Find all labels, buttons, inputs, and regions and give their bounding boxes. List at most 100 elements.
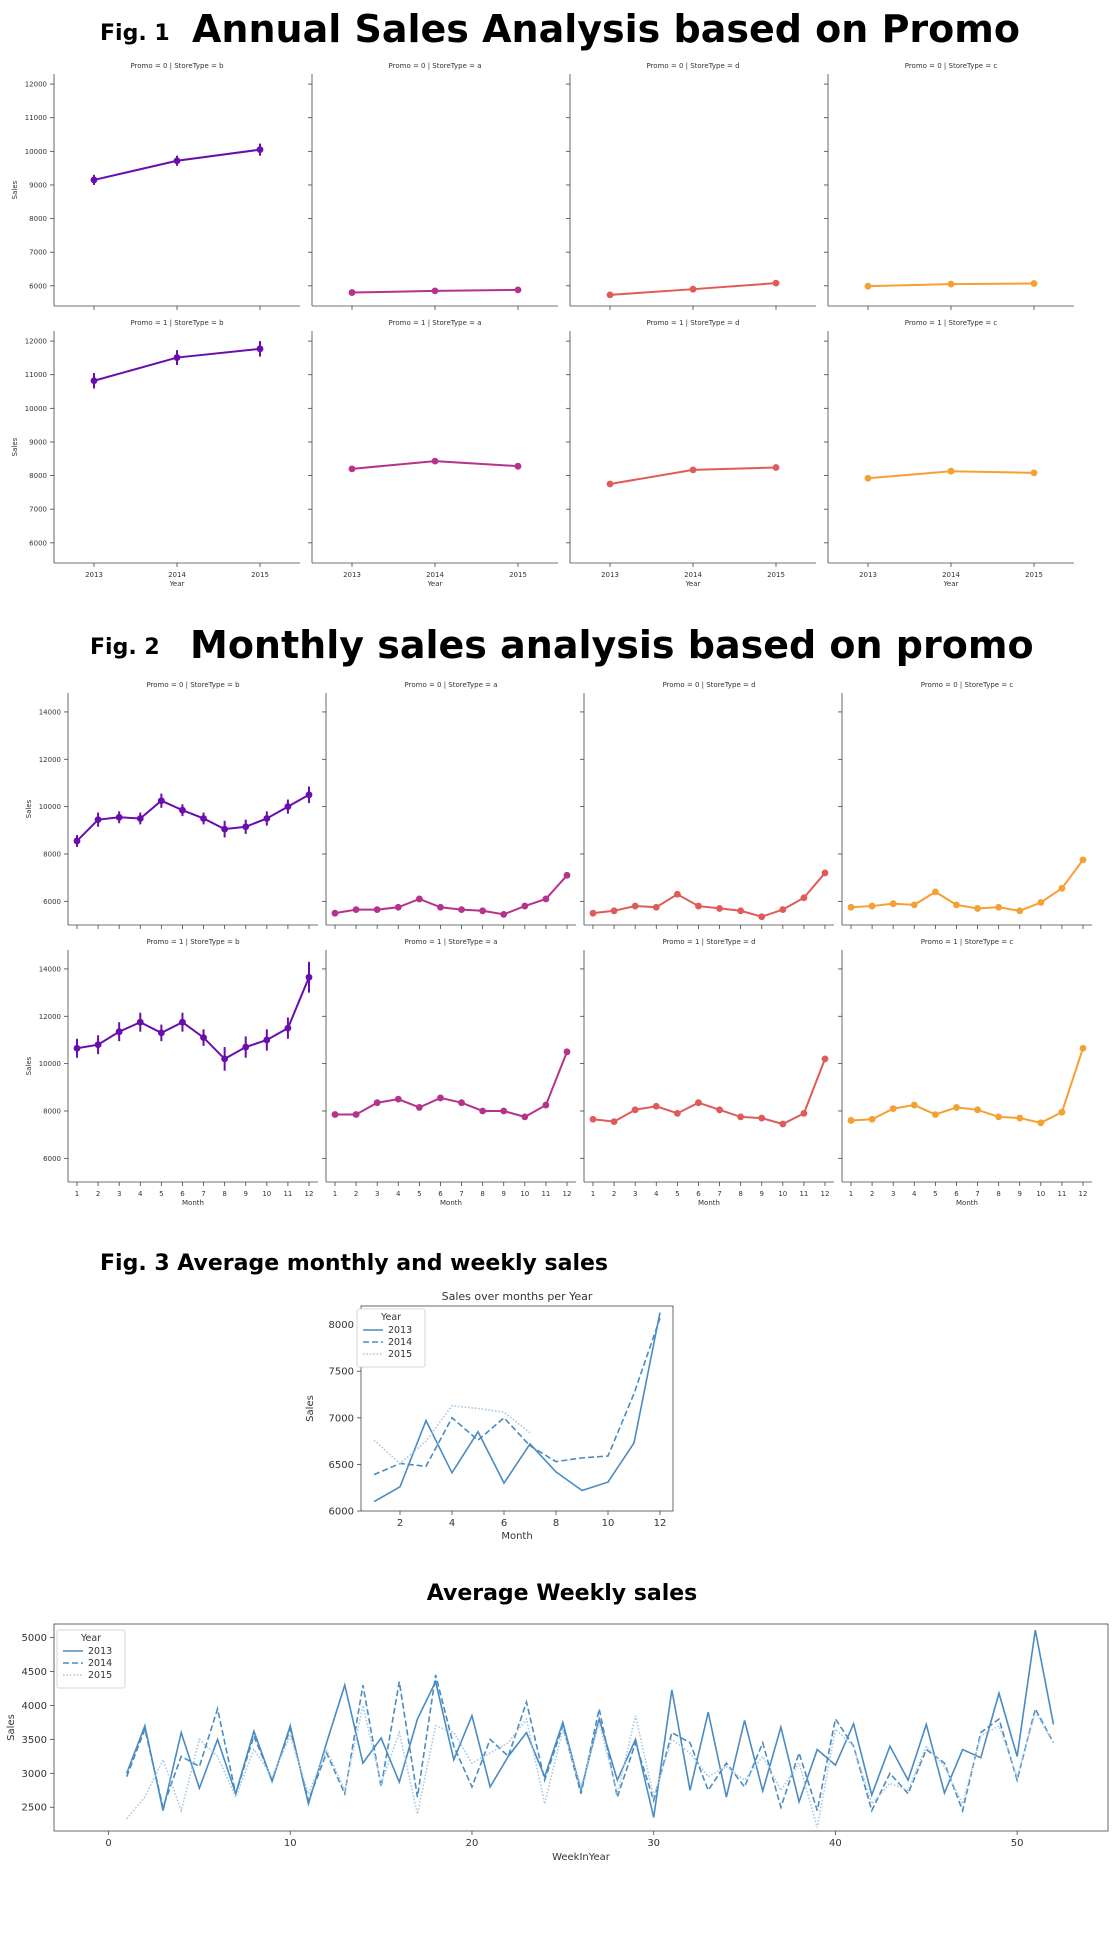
y-tick-label: 9000 bbox=[29, 438, 47, 446]
legend-box bbox=[56, 1629, 126, 1689]
y-axis-label: Sales bbox=[11, 180, 19, 199]
y-tick-label: 11000 bbox=[25, 114, 47, 122]
panel-title: Promo = 1 | StoreType = d bbox=[662, 938, 755, 946]
legend-label: 2015 bbox=[88, 1670, 112, 1681]
data-point bbox=[521, 902, 529, 910]
y-axis-label: Sales bbox=[6, 1714, 17, 1741]
x-tick-label: 4 bbox=[449, 1518, 455, 1529]
data-point bbox=[652, 903, 660, 911]
x-tick-label: 1 bbox=[591, 1190, 595, 1198]
facet-panel: Promo = 0 | StoreType = b 6000 8000 10000 12… bbox=[25, 681, 318, 929]
facet-panel: Promo = 0 | StoreType = d bbox=[566, 62, 816, 310]
data-point bbox=[500, 910, 508, 918]
x-tick-label: 6 bbox=[696, 1190, 701, 1198]
panel-title: Promo = 1 | StoreType = c bbox=[921, 938, 1014, 946]
x-tick-label: 8 bbox=[480, 1190, 484, 1198]
data-point bbox=[931, 888, 939, 896]
x-tick-label: 2013 bbox=[601, 571, 619, 579]
data-point bbox=[437, 1094, 444, 1102]
y-tick-label: 14000 bbox=[39, 965, 61, 973]
series-line bbox=[334, 874, 568, 916]
monthly-facet-grid: Promo = 0 | StoreType = b600080001000012… bbox=[25, 681, 1092, 1207]
facet-panel: Promo = 0 | StoreType = a bbox=[308, 62, 558, 310]
data-point bbox=[737, 1113, 745, 1121]
x-tick-label: 0 bbox=[105, 1838, 111, 1849]
data-point bbox=[889, 1105, 897, 1113]
series-line bbox=[76, 976, 310, 1061]
y-tick-label: 4000 bbox=[22, 1701, 47, 1712]
x-tick-label: 2015 bbox=[251, 571, 269, 579]
x-tick-label: 12 bbox=[1079, 1190, 1088, 1198]
data-point bbox=[331, 1111, 339, 1118]
data-point bbox=[910, 1101, 918, 1109]
y-tick-label: 5000 bbox=[22, 1633, 47, 1644]
y-tick-label: 6500 bbox=[329, 1460, 354, 1471]
data-point bbox=[256, 345, 264, 353]
y-tick-label: 8000 bbox=[43, 850, 61, 858]
x-tick-label: 12 bbox=[563, 1190, 572, 1198]
x-tick-label: 9 bbox=[759, 1190, 763, 1198]
data-point bbox=[772, 464, 780, 471]
x-tick-label: 10 bbox=[602, 1518, 615, 1529]
data-point bbox=[1058, 884, 1066, 892]
x-tick-label: 11 bbox=[283, 1190, 292, 1198]
data-point bbox=[864, 282, 872, 290]
x-tick-label: 9 bbox=[501, 1190, 505, 1198]
facet-panel: Promo = 0 | StoreType = c bbox=[838, 681, 1092, 929]
x-tick-label: 4 bbox=[396, 1190, 401, 1198]
facet-panel: Promo = 1 | StoreType = d1 2 3 4 5 6 7 8 9 10 11 12… bbox=[580, 938, 834, 1207]
x-tick-label: 3 bbox=[891, 1190, 895, 1198]
y-tick-label: 7500 bbox=[329, 1367, 354, 1378]
data-point bbox=[563, 1048, 571, 1056]
data-point bbox=[305, 973, 313, 981]
x-axis-label: Year bbox=[685, 580, 701, 588]
data-point bbox=[868, 902, 876, 910]
x-tick-label: 2015 bbox=[767, 571, 785, 579]
annual-facet-grid: Promo = 0 | StoreType = b 6000 7000 8000 900… bbox=[11, 62, 1074, 588]
panel-title: Promo = 1 | StoreType = a bbox=[405, 938, 498, 946]
x-tick-label: 20 bbox=[466, 1838, 479, 1849]
y-tick-label: 7000 bbox=[29, 506, 47, 514]
facet-panel: Promo = 0 | StoreType = c bbox=[824, 62, 1074, 310]
data-point bbox=[589, 909, 597, 917]
y-tick-label: 8000 bbox=[43, 1107, 61, 1115]
data-point bbox=[348, 465, 356, 473]
y-axis-label: Sales bbox=[25, 1056, 33, 1075]
x-tick-label: 10 bbox=[520, 1190, 529, 1198]
data-point bbox=[221, 1055, 229, 1063]
legend-box bbox=[356, 1308, 426, 1368]
y-tick-label: 12000 bbox=[39, 1013, 61, 1021]
panel-title: Promo = 0 | StoreType = d bbox=[662, 681, 755, 689]
x-tick-label: 2 bbox=[397, 1518, 403, 1529]
data-point bbox=[974, 905, 981, 912]
x-tick-label: 4 bbox=[654, 1190, 659, 1198]
x-axis-label: Month bbox=[501, 1531, 532, 1542]
data-point bbox=[284, 1024, 292, 1032]
data-point bbox=[157, 797, 165, 805]
x-tick-label: 40 bbox=[829, 1838, 842, 1849]
x-tick-label: 5 bbox=[675, 1190, 679, 1198]
data-point bbox=[542, 895, 550, 903]
data-point bbox=[242, 1043, 250, 1051]
x-tick-label: 8 bbox=[738, 1190, 742, 1198]
x-tick-label: 11 bbox=[1057, 1190, 1066, 1198]
data-point bbox=[610, 1118, 618, 1126]
x-tick-label: 7 bbox=[717, 1190, 721, 1198]
data-point bbox=[800, 1109, 808, 1117]
data-point bbox=[772, 279, 780, 287]
data-point bbox=[1079, 856, 1087, 864]
x-tick-label: 7 bbox=[975, 1190, 979, 1198]
x-tick-label: 2013 bbox=[859, 571, 877, 579]
data-point bbox=[758, 913, 766, 921]
data-point bbox=[458, 1099, 465, 1107]
x-tick-label: 6 bbox=[438, 1190, 443, 1198]
x-axis-label: Year bbox=[427, 580, 443, 588]
facet-panel: Promo = 1 | StoreType = a1 2 3 4 5 6 7 8 9 10 11 12… bbox=[322, 938, 576, 1207]
data-point bbox=[479, 1107, 487, 1115]
legend-label: 2013 bbox=[88, 1646, 112, 1657]
x-axis-label: Month bbox=[956, 1199, 978, 1207]
x-tick-label: 2014 bbox=[168, 571, 186, 579]
x-tick-label: 7 bbox=[459, 1190, 463, 1198]
y-tick-label: 6000 bbox=[329, 1507, 354, 1518]
